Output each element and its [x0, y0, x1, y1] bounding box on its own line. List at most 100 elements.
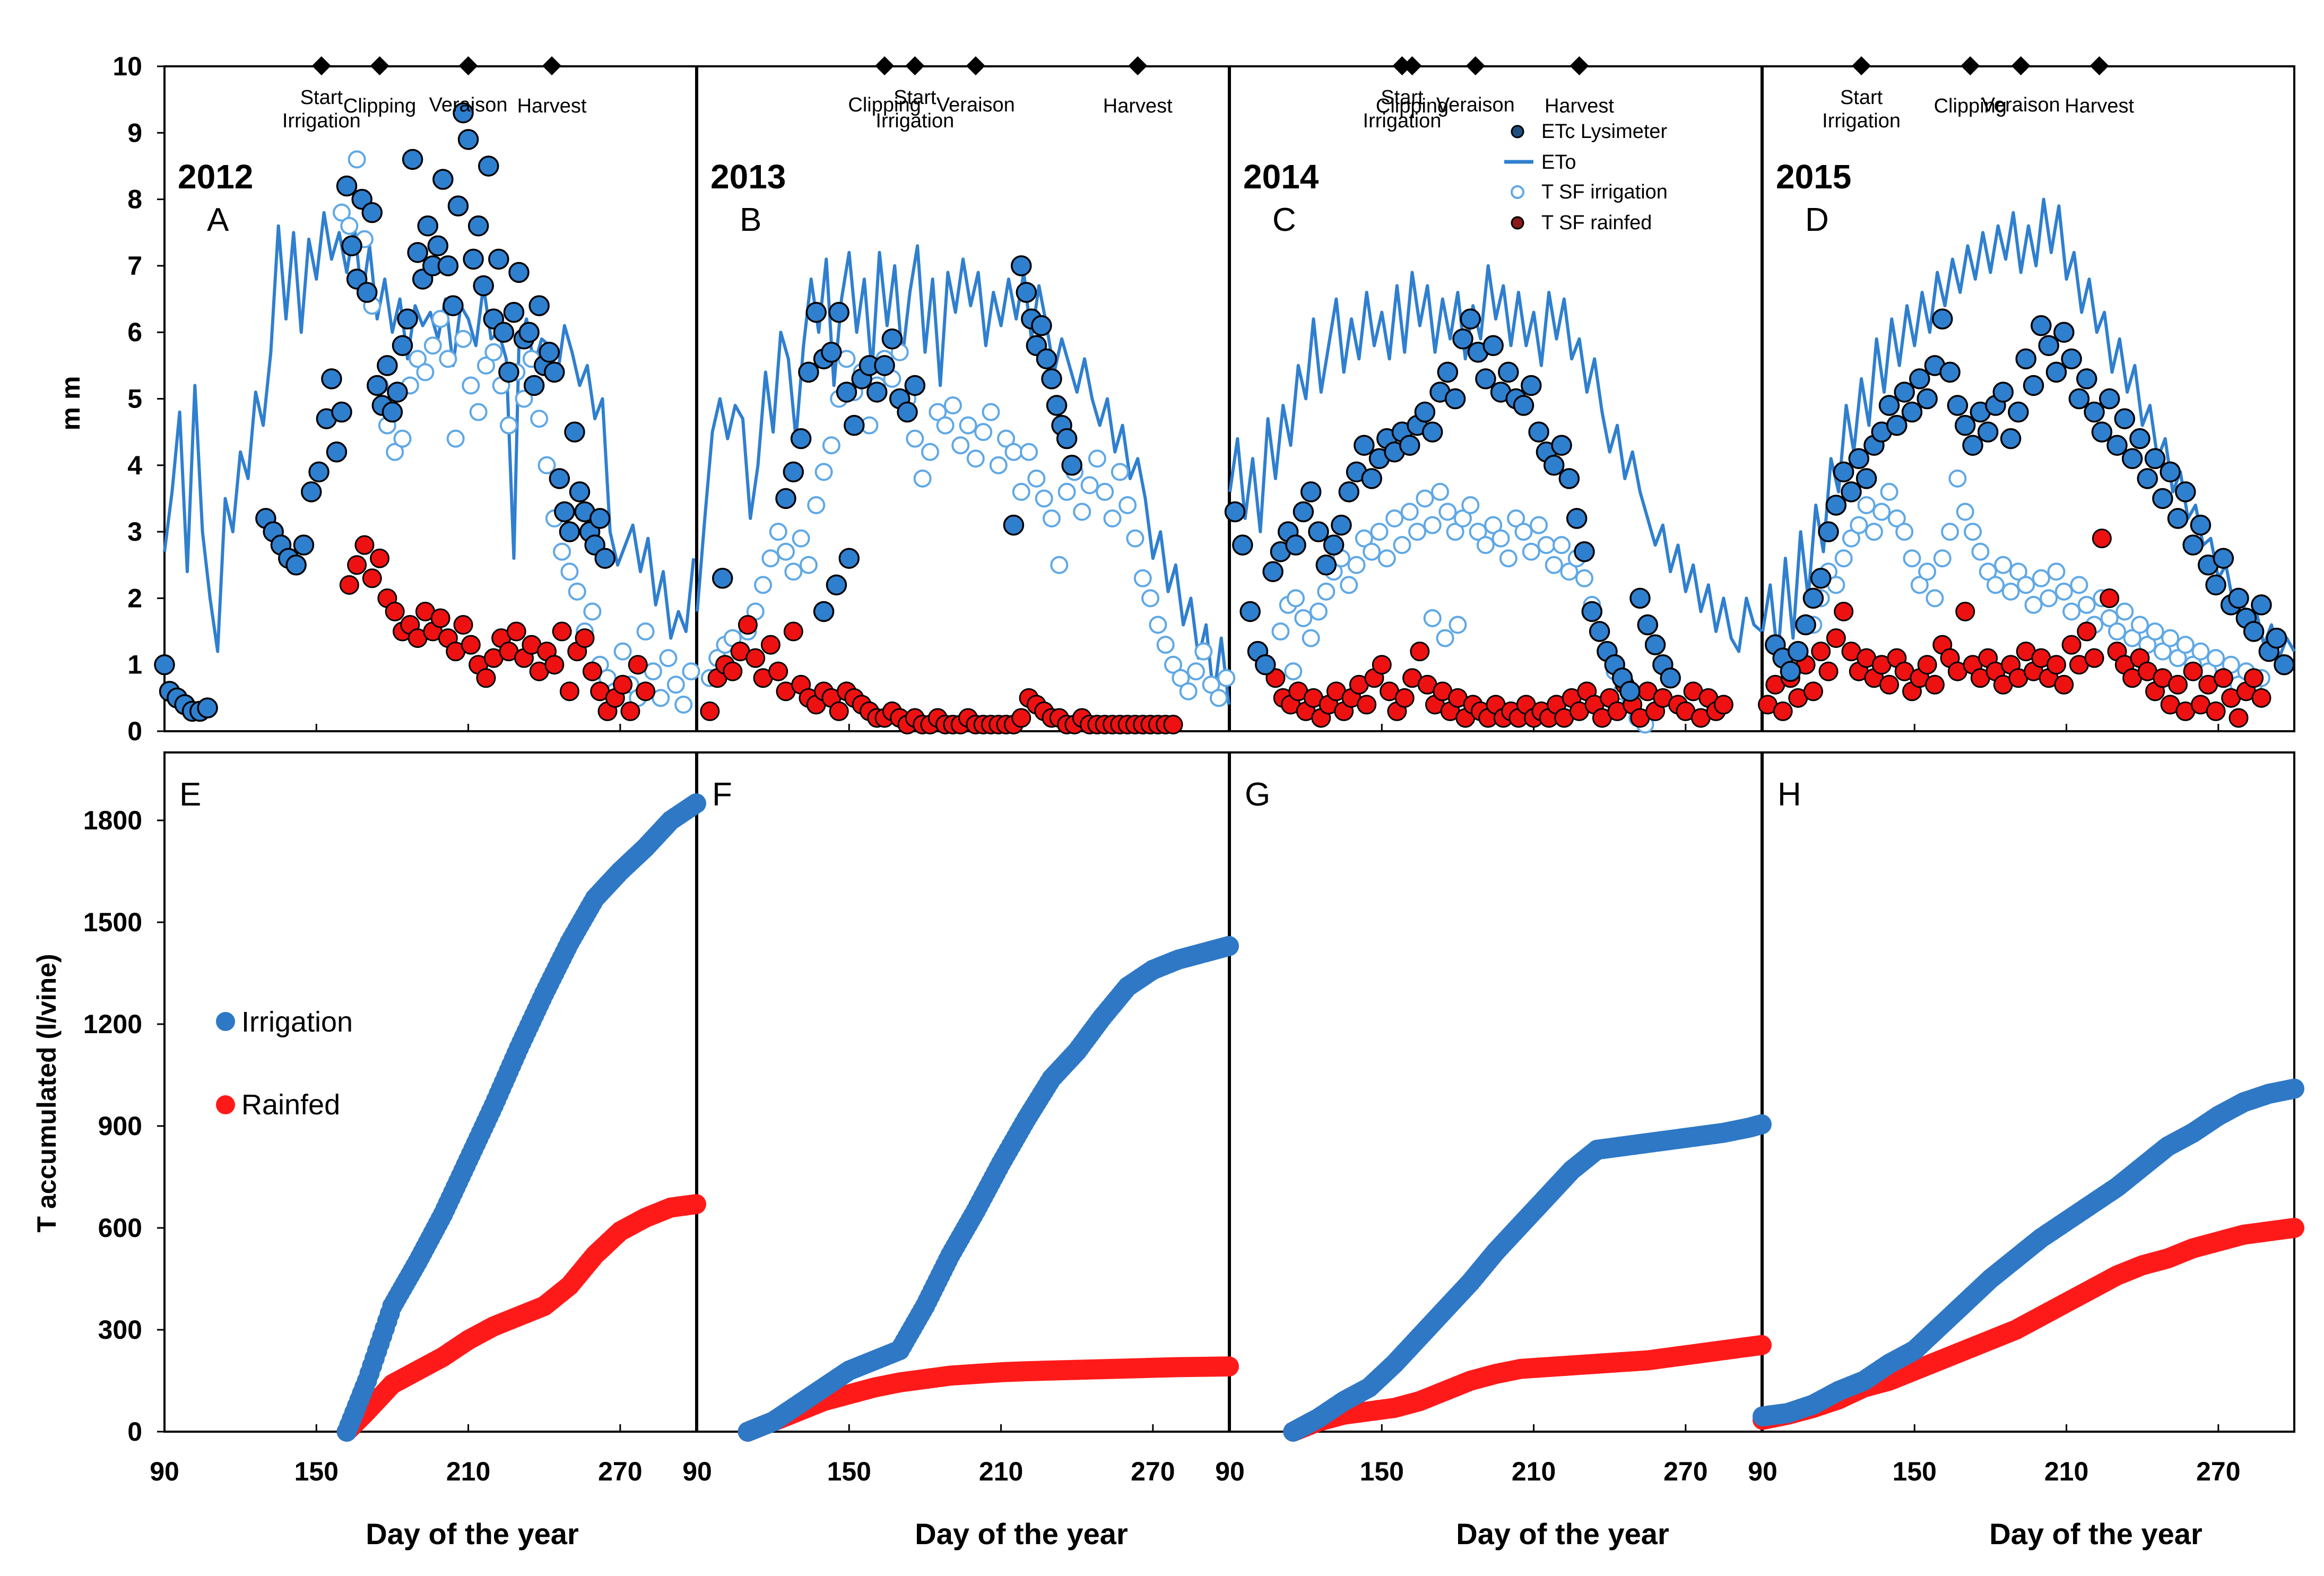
tsf-rainfed-point: [582, 661, 602, 681]
tsf-irrigation-point: [2054, 582, 2073, 601]
tsf-irrigation-point: [1994, 556, 2013, 574]
tsf-irrigation-point: [997, 429, 1016, 448]
tsf-irrigation-point: [1271, 622, 1290, 641]
etc-lysimeter-point: [1300, 481, 1322, 503]
etc-lysimeter-point: [1581, 601, 1603, 622]
bottom-y-tick-label: 1200: [83, 1009, 142, 1039]
etc-lysimeter-point: [594, 548, 615, 569]
etc-lysimeter-point: [836, 382, 857, 403]
etc-lysimeter-point: [1848, 448, 1870, 470]
tsf-irrigation-point: [568, 582, 586, 601]
etc-lysimeter-point: [559, 521, 580, 542]
etc-lysimeter-point: [1637, 614, 1659, 636]
etc-lysimeter-point: [473, 275, 494, 297]
tsf-rainfed-point: [1372, 655, 1392, 675]
tsf-irrigation-point: [1057, 482, 1076, 501]
tsf-rainfed-point: [552, 621, 572, 642]
event-diamond: [458, 56, 478, 75]
tsf-irrigation-point: [1377, 549, 1396, 568]
eto-line: [696, 244, 1230, 705]
event-label-line: Clipping: [848, 94, 921, 116]
etc-lysimeter-point: [821, 342, 842, 363]
tsf-irrigation-point: [333, 203, 351, 222]
panel-year-label: 2014: [1243, 158, 1319, 196]
etc-lysimeter-point: [331, 401, 352, 423]
tsf-irrigation-point: [1469, 523, 1487, 541]
tsf-rainfed-point: [2183, 661, 2203, 681]
tsf-irrigation-point: [761, 549, 780, 568]
etc-lysimeter-point: [1629, 587, 1651, 609]
tsf-irrigation-point: [644, 662, 662, 681]
event-label-line: Clipping: [343, 95, 416, 117]
tsf-rainfed-point: [620, 701, 640, 721]
etc-lysimeter-point: [2274, 654, 2295, 676]
legend-tsf-rain-marker: [1511, 216, 1524, 230]
etc-lysimeter-point: [2129, 428, 2150, 449]
tsf-irrigation-point: [1979, 562, 1997, 581]
legend-tsf-rain-label: T SF rainfed: [1541, 212, 1652, 234]
etc-lysimeter-point: [1285, 534, 1306, 556]
tsf-rainfed-point: [1826, 628, 1846, 648]
bottom-x-tick-label: 150: [827, 1457, 871, 1486]
tsf-irrigation-point: [1287, 589, 1305, 608]
tsf-irrigation-point: [1971, 542, 1990, 561]
tsf-irrigation-point: [1149, 616, 1167, 634]
event-diamond: [1392, 56, 1412, 75]
etc-lysimeter-point: [2213, 548, 2234, 569]
event-label: Harvest: [2065, 95, 2134, 117]
etc-lysimeter-point: [881, 328, 903, 350]
tsf-irrigation-point: [659, 649, 678, 668]
tsf-irrigation-point: [807, 496, 826, 514]
tsf-irrigation-point: [1340, 576, 1358, 594]
tsf-irrigation-point: [1400, 503, 1419, 521]
etc-lysimeter-point: [427, 235, 449, 257]
tsf-irrigation-point: [754, 576, 773, 594]
etc-lysimeter-point: [805, 301, 827, 323]
eto-line: [1228, 264, 1763, 653]
axes-layer: 0 1 2 3 4 5 6 7 8 9 10 0 300 600 900 1200 1500 1800 90 150 2…: [83, 51, 2241, 1486]
event-label: Start Irrigation: [282, 86, 361, 132]
tsf-irrigation-point: [2009, 562, 2027, 581]
tsf-irrigation-point: [1355, 529, 1373, 548]
bottom-x-tick-label: 270: [2196, 1457, 2240, 1486]
etc-lysimeter-point: [1909, 368, 1930, 389]
etc-lysimeter-point: [2000, 428, 2022, 449]
top-y-tick-label: 4: [127, 451, 142, 480]
tsf-irrigation-point: [1096, 482, 1114, 501]
event-diamond: [311, 56, 331, 75]
tsf-rainfed-point: [2213, 668, 2233, 688]
tsf-irrigation-point: [530, 410, 549, 428]
top-y-tick-label: 3: [127, 517, 142, 547]
etc-lysimeter-point: [457, 129, 479, 150]
bottom-x-tick-label: 90: [682, 1457, 712, 1486]
tsf-irrigation-point: [1172, 669, 1190, 687]
etc-lysimeter-point: [1841, 481, 1862, 503]
tsf-rainfed-point: [2077, 621, 2097, 642]
tsf-rainfed-point: [760, 635, 781, 655]
bottom-y-tick-label: 1800: [83, 806, 142, 835]
etc-lysimeter-point: [2008, 401, 2029, 423]
etc-lysimeter-point: [2076, 368, 2097, 389]
tsf-irrigation-point: [423, 336, 442, 355]
tsf-rainfed-point: [2100, 588, 2120, 608]
etc-lysimeter-point: [1061, 455, 1082, 476]
bottom-x-tick-label: 270: [598, 1457, 642, 1486]
tsf-rainfed-point: [430, 608, 450, 628]
tsf-rainfed-point: [1834, 601, 1854, 621]
event-label-line: Clipping: [1376, 95, 1449, 117]
event-label-line: Irrigation: [1363, 110, 1442, 132]
tsf-rainfed-point: [613, 674, 633, 695]
tsf-irrigation-point: [1126, 529, 1144, 548]
top-y-tick-label: 10: [112, 51, 142, 81]
event-diamond: [1852, 56, 1871, 75]
tsf-rainfed-point: [2061, 635, 2082, 655]
event-label-line: Start: [300, 86, 343, 109]
tsf-irrigation-point: [2017, 576, 2035, 594]
tsf-irrigation-point: [822, 436, 840, 455]
event-diamond: [1128, 56, 1148, 75]
event-diamond: [875, 56, 895, 75]
panel-C-series: [1224, 264, 1763, 734]
etc-lysimeter-point: [341, 235, 362, 257]
etc-lysimeter-point: [2175, 481, 2196, 503]
event-label: Veraison: [1436, 94, 1515, 116]
